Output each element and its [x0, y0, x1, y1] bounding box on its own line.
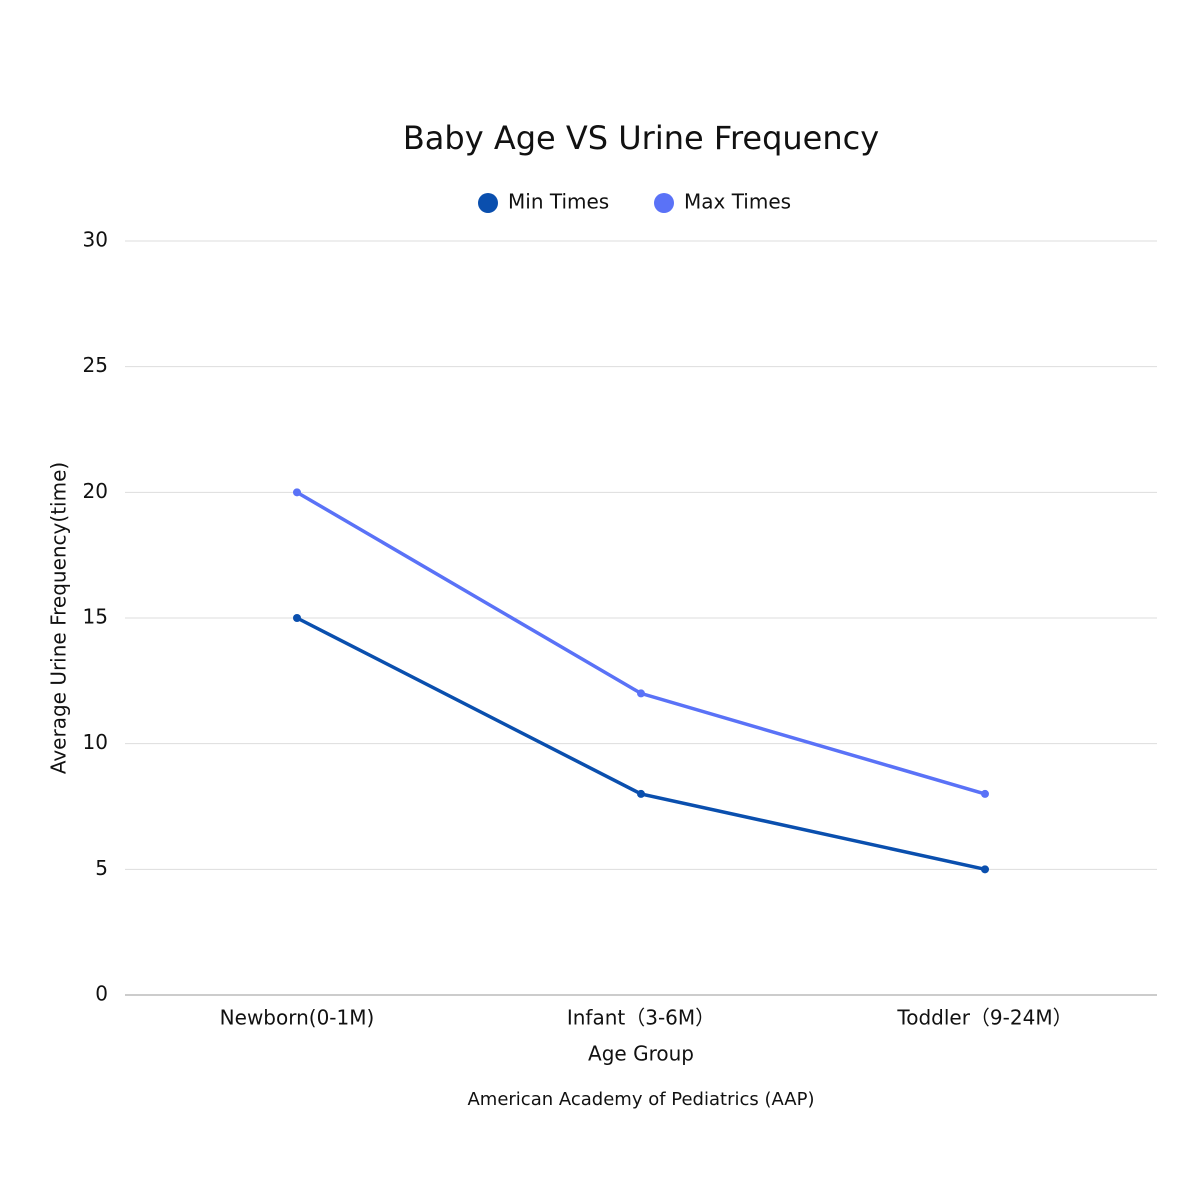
y-tick-label: 20 — [83, 479, 108, 503]
data-point — [637, 789, 645, 798]
line-series — [296, 490, 986, 796]
x-tick-label: Infant（3-6M） — [567, 1006, 715, 1030]
data-point — [637, 689, 645, 698]
data-point — [981, 789, 989, 798]
y-tick-label: 5 — [95, 856, 108, 880]
x-axis-title: Age Group — [588, 1042, 694, 1066]
y-axis-title: Average Urine Frequency(time) — [47, 462, 71, 774]
data-point — [293, 488, 301, 497]
source-note: American Academy of Pediatrics (AAP) — [467, 1089, 814, 1110]
y-tick-label: 10 — [83, 730, 108, 754]
y-tick-label: 25 — [83, 353, 108, 377]
data-point — [981, 865, 989, 874]
x-tick-label: Newborn(0-1M) — [220, 1006, 375, 1030]
chart-title: Baby Age VS Urine Frequency — [403, 119, 879, 157]
legend-label: Min Times — [508, 190, 609, 214]
x-tick-label: Toddler（9-24M） — [896, 1006, 1072, 1030]
legend-label: Max Times — [684, 190, 791, 214]
legend-swatch — [478, 193, 498, 213]
legend-swatch — [654, 193, 674, 213]
y-tick-label: 0 — [95, 982, 108, 1006]
y-tick-label: 30 — [83, 228, 108, 252]
y-tick-label: 15 — [83, 605, 108, 629]
data-point — [293, 614, 301, 622]
